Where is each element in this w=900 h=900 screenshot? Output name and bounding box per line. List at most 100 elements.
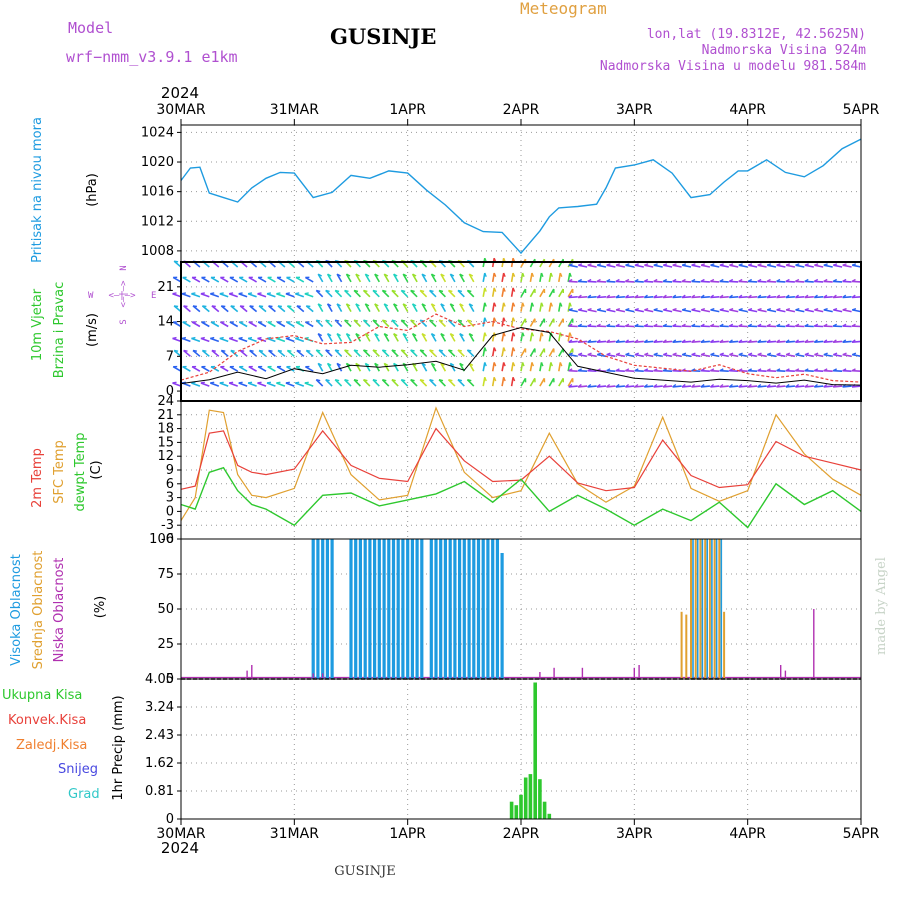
wind-arrow-head <box>851 307 857 311</box>
wind-arrow-head <box>615 307 621 311</box>
wind-arrow <box>501 287 505 297</box>
wind-arrow <box>710 296 720 299</box>
y-tick-label: 12 <box>157 449 174 464</box>
wind-arrow <box>795 340 805 343</box>
y-tick-label: 0 <box>166 672 174 687</box>
wind-arrow <box>520 272 524 283</box>
wind-arrow <box>653 385 663 388</box>
wind-arrow-head <box>202 305 207 308</box>
wind-arrow-head <box>219 292 224 295</box>
precip-y-ticks: 0 0.81 1.62 2.43 3.24 4.05 <box>145 672 181 827</box>
wind-arrow <box>729 369 739 372</box>
wind-arrow-head <box>285 292 290 295</box>
wind-arrow <box>449 273 456 283</box>
wind-arrow <box>372 379 380 387</box>
wind-arrow-head <box>353 379 359 382</box>
wind-arrow-head <box>709 278 715 283</box>
wind-arrow <box>334 349 343 357</box>
high-cloud-bar <box>401 539 405 679</box>
wind-arrow-head <box>748 352 753 356</box>
wind-arrow-head <box>336 273 341 277</box>
wind-arrow-head <box>700 263 706 266</box>
wind-arrow-head <box>402 273 408 277</box>
wind-arrow <box>767 353 777 358</box>
wind-arrow <box>374 273 380 283</box>
wind-arrow <box>748 309 758 313</box>
y-tick-label: -6 <box>161 532 174 547</box>
wind-side-label-2: Brzina i Pravac <box>52 282 67 379</box>
wind-arrow <box>510 362 514 372</box>
wind-arrow <box>597 353 607 358</box>
wind-arrow-head <box>431 362 436 367</box>
wind-arrow-head <box>804 339 809 343</box>
wind-arrow <box>766 296 777 299</box>
wind-arrow <box>795 296 805 299</box>
wind-arrow-head <box>353 319 359 322</box>
wind-arrow <box>776 385 786 388</box>
wind-arrow <box>558 377 564 387</box>
precip-label-snow: Snijeg <box>58 762 98 777</box>
wind-arrow-head <box>431 303 436 307</box>
wind-arrow <box>238 276 248 283</box>
pressure-line <box>180 138 862 255</box>
wind-arrow <box>634 369 644 372</box>
wind-arrow <box>268 349 276 357</box>
wind-arrow-head <box>382 289 387 293</box>
bottom-date-label: 4APR <box>729 826 766 842</box>
wind-arrow <box>295 321 305 328</box>
wind-arrow <box>748 264 758 268</box>
wind-arrow <box>814 309 824 313</box>
wind-arrow <box>804 296 814 299</box>
wind-arrow <box>691 340 701 343</box>
wind-arrow-head <box>833 352 838 356</box>
wind-arrow-head <box>493 376 497 382</box>
precip-grid <box>181 679 861 819</box>
wind-arrow <box>738 280 748 283</box>
wind-arrow <box>578 296 588 299</box>
wind-arrow <box>548 258 555 268</box>
year-bottom: 2024 <box>161 839 199 857</box>
wind-arrow <box>653 264 663 268</box>
wind-arrow <box>249 349 258 357</box>
wind-arrow-head <box>192 305 198 308</box>
wind-arrow <box>391 289 399 298</box>
wind-arrow-head <box>578 307 583 311</box>
wind-arrow <box>529 332 533 342</box>
precip-label-conv: Konvek.Kisa <box>8 713 86 728</box>
wind-arrow-head <box>795 307 800 311</box>
wind-arrow-head <box>503 317 506 322</box>
bottom-date-label: 2APR <box>503 826 540 842</box>
wind-arrow <box>851 280 862 283</box>
top-date-label: 3APR <box>616 102 653 118</box>
wind-arrow <box>353 349 361 357</box>
wind-arrow <box>785 369 795 372</box>
wind-arrow <box>672 340 682 343</box>
wind-arrow <box>201 305 210 313</box>
wind-arrow <box>587 385 597 388</box>
wind-arrow-head <box>709 383 715 388</box>
wind-arrow <box>615 385 625 388</box>
wind-arrow-head <box>653 383 658 388</box>
wind-arrow-head <box>230 349 235 352</box>
wind-arrow <box>402 303 409 312</box>
wind-arrow <box>228 382 238 387</box>
wind-arrow-head <box>540 302 544 307</box>
wind-arrow-head <box>719 352 724 356</box>
wind-arrow <box>842 369 852 372</box>
wind-arrow <box>268 305 276 313</box>
wind-arrow <box>578 353 588 358</box>
wind-arrow-head <box>219 381 224 384</box>
high-cloud-bar <box>311 539 315 679</box>
wind-arrow <box>345 273 352 283</box>
wind-arrow-head <box>804 307 809 311</box>
wind-arrow-head <box>429 379 434 382</box>
wind-arrow-head <box>757 383 762 388</box>
high-cloud-bar <box>462 539 466 679</box>
wind-arrow-head <box>287 349 292 352</box>
wind-arrow-head <box>503 347 506 352</box>
wind-speed-line <box>180 326 862 386</box>
wind-arrow <box>663 309 673 313</box>
wind-arrow-head <box>691 352 696 356</box>
wind-arrow <box>653 280 663 283</box>
wind-arrow <box>438 289 446 298</box>
